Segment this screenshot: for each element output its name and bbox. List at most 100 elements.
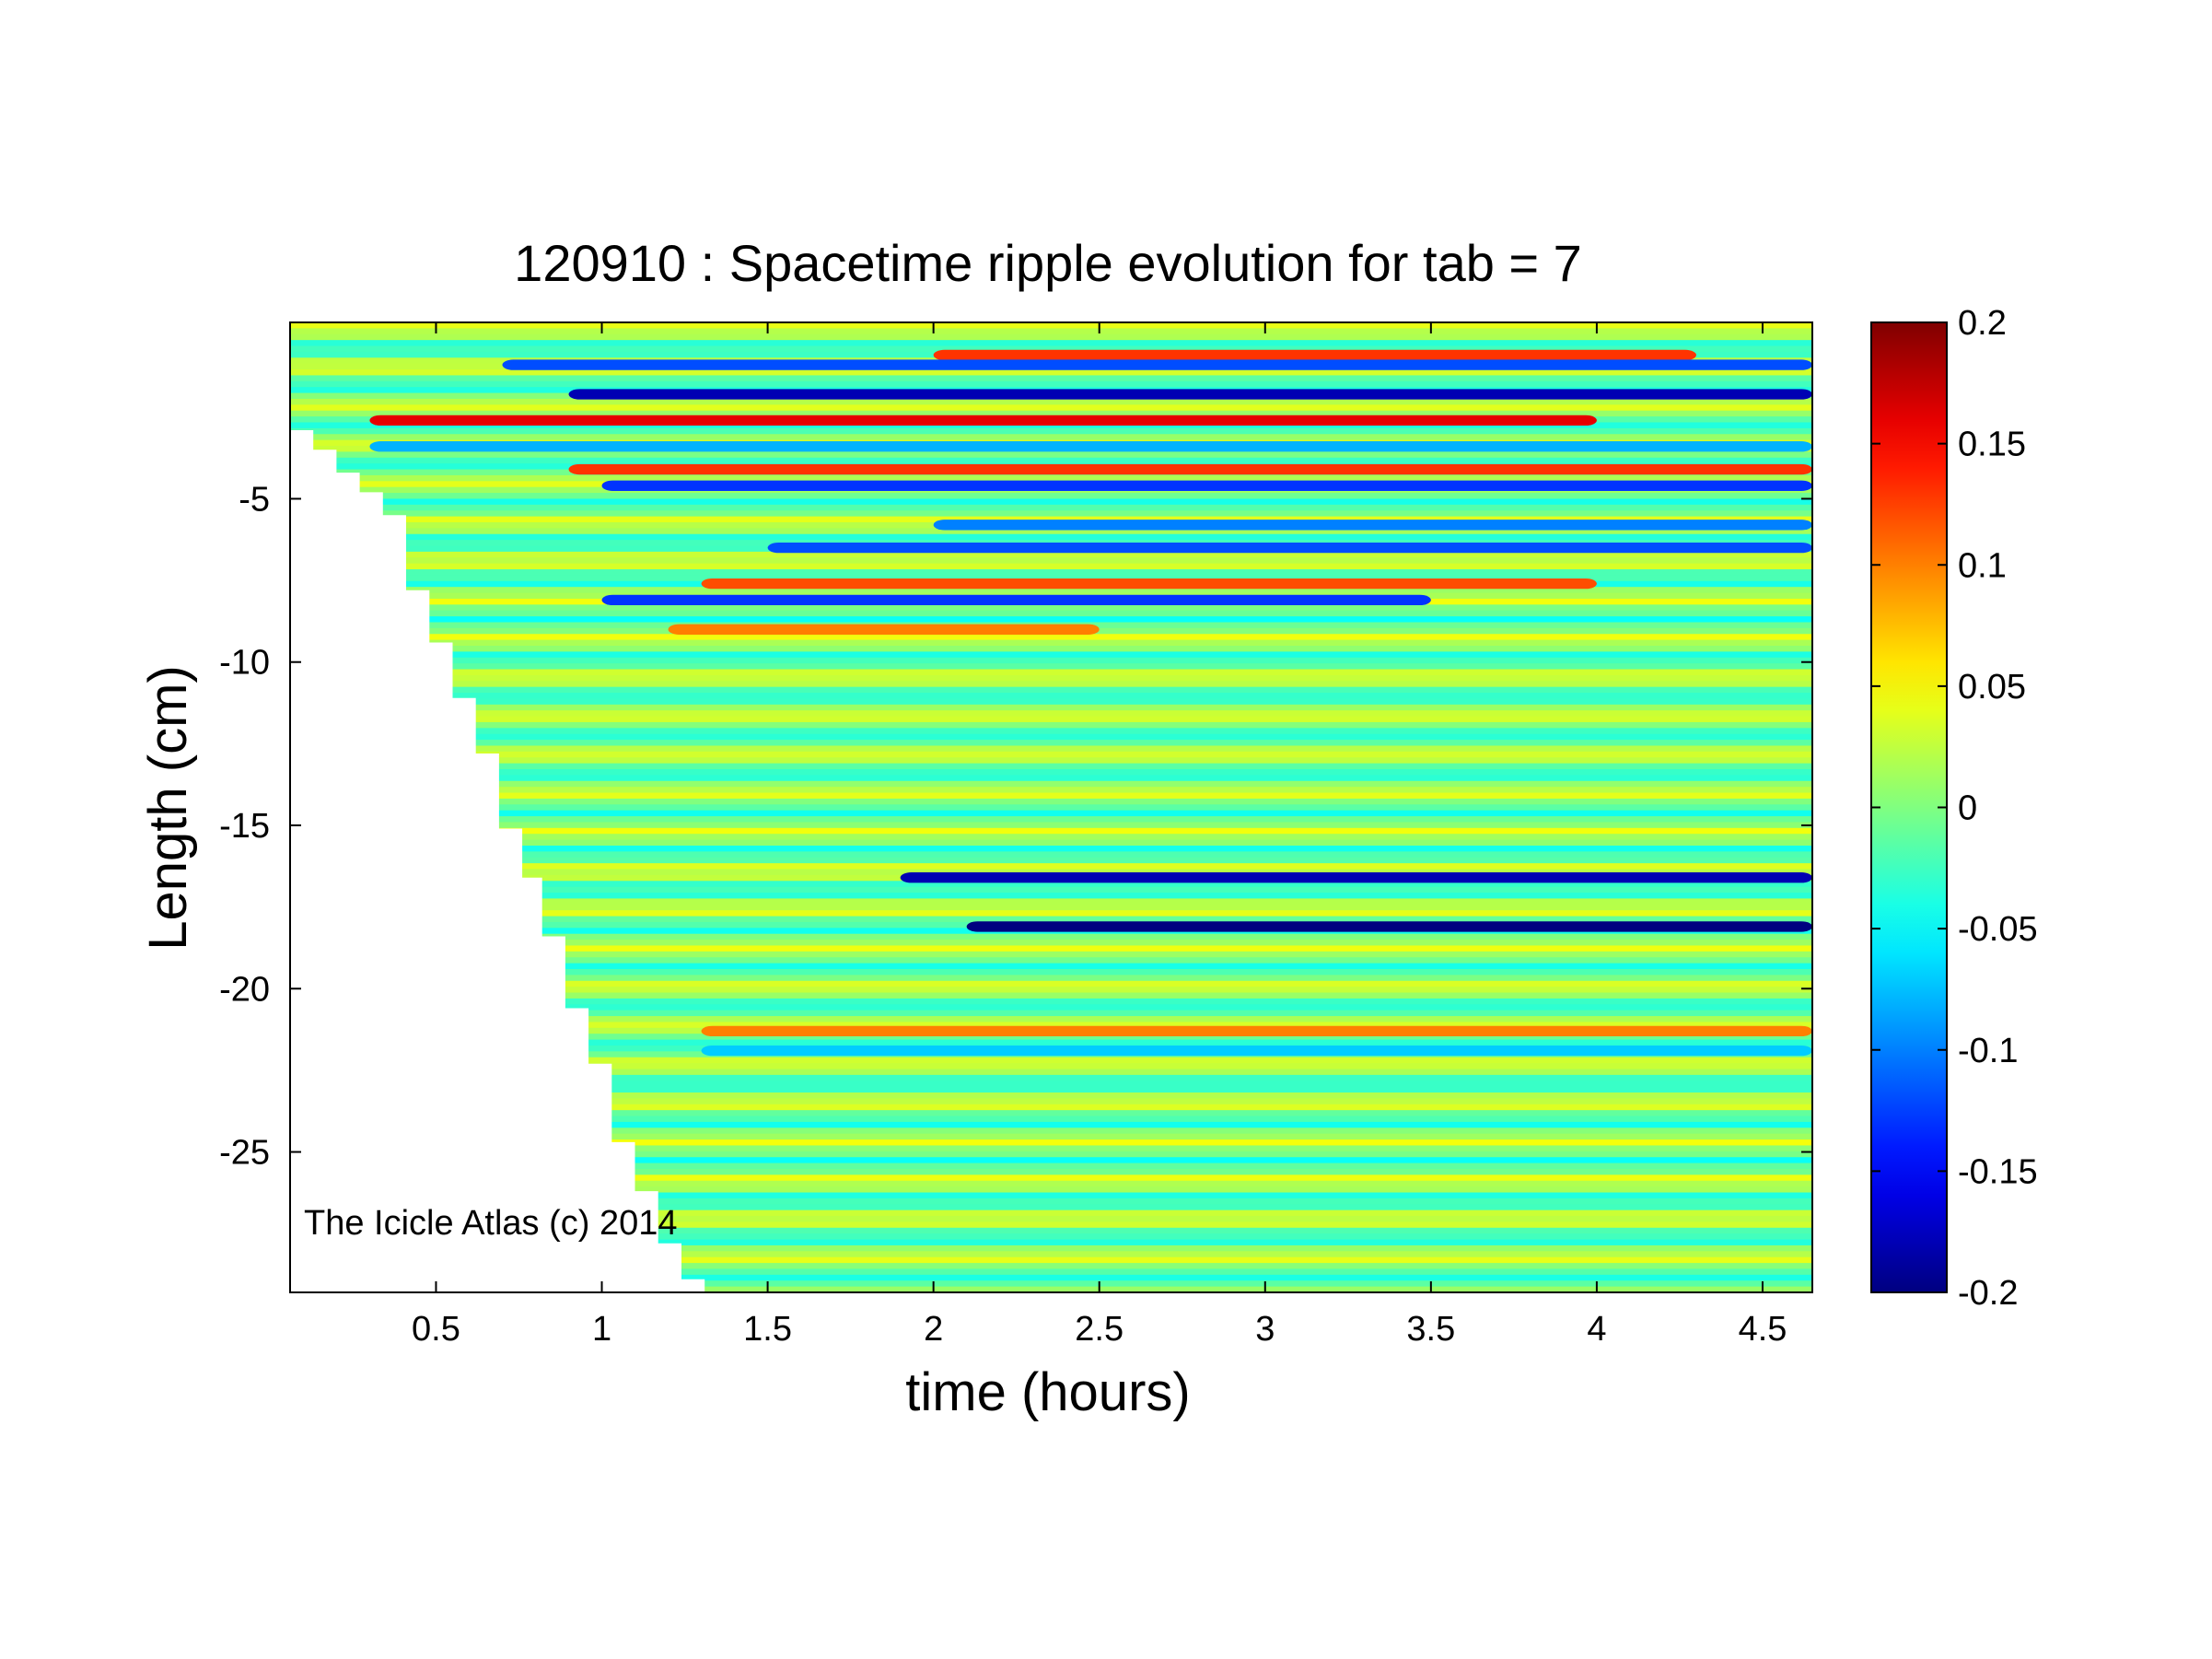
front-boundary-mask [290,387,725,1292]
heatmap-row [290,980,1812,987]
heatmap-row [290,434,1812,441]
heatmap-band [933,349,1696,361]
heatmap-row [290,792,1812,800]
watermark-label: The Icicle Atlas (c) 2014 [304,1204,678,1243]
heatmap-row [290,1034,1812,1041]
heatmap-row [290,704,1812,711]
heatmap-row [290,333,1812,341]
heatmap-band [601,594,1431,606]
heatmap-row [290,410,1812,417]
heatmap-row [290,733,1812,741]
heatmap-row [290,674,1812,682]
heatmap-row [290,969,1812,976]
heatmap-row [290,1121,1812,1128]
heatmap-row [290,1157,1812,1164]
heatmap-row [290,780,1812,788]
heatmap-band [502,359,1812,370]
heatmap-row [290,528,1812,535]
heatmap-row [290,575,1812,582]
heatmap-row [290,1192,1812,1199]
y-tick-label: -25 [219,1134,270,1173]
heatmap-band [601,480,1812,491]
heatmap-row [290,721,1812,729]
heatmap-row [290,963,1812,970]
heatmap-row [290,1139,1812,1147]
heatmap-row [290,610,1812,617]
heatmap-row [290,451,1812,459]
heatmap-row [290,1268,1812,1276]
heatmap-row [290,957,1812,964]
colorbar-tick-label: 0.1 [1958,546,2007,585]
heatmap-row [290,863,1812,870]
heatmap-row [290,1239,1812,1246]
heatmap-row [290,881,1812,888]
heatmap-row [290,893,1812,900]
heatmap-row [290,1204,1812,1211]
heatmap-row [290,651,1812,659]
heatmap-row [290,763,1812,770]
heatmap-band [568,389,1812,400]
heatmap-row [290,904,1812,911]
heatmap-row [290,940,1812,947]
colorbar-tick-label: -0.2 [1958,1274,2018,1313]
heatmap-row [290,1251,1812,1258]
heatmap-row [290,398,1812,405]
y-tick-label: -5 [239,480,270,519]
heatmap-row [290,516,1812,523]
heatmap-band [767,542,1812,554]
y-tick-label: -10 [219,644,270,683]
heatmap-row [290,663,1812,671]
heatmap-row [290,933,1812,940]
heatmap-row [290,816,1812,824]
heatmap-row [290,834,1812,841]
x-tick-label: 4 [1587,1310,1606,1349]
heatmap-row [290,604,1812,612]
colorbar-tick-label: -0.1 [1958,1032,2018,1070]
heatmap-row [290,822,1812,829]
y-tick-label: -15 [219,807,270,846]
heatmap-row [290,845,1812,852]
heatmap-row [290,681,1812,688]
heatmap-row [290,1227,1812,1234]
heatmap-row [290,810,1812,817]
heatmap-row [290,1081,1812,1088]
heatmap-row [290,998,1812,1005]
heatmap-row [290,340,1812,347]
heatmap-row [290,1069,1812,1076]
heatmap-row [290,493,1812,500]
heatmap-row [290,910,1812,917]
heatmap-row [290,1280,1812,1288]
heatmap-row [290,427,1812,435]
y-axis: -5 -10 -15 -20 -25 [219,480,1812,1173]
heatmap-row [290,474,1812,482]
heatmap-row [290,1116,1812,1123]
heatmap-band [369,415,1597,426]
heatmap-row [290,898,1812,905]
heatmap-row [290,798,1812,805]
heatmap-row [290,380,1812,388]
heatmap-row [290,951,1812,958]
colorbar-axis: 0.2 0.15 0.1 0.05 0 -0.05 -0.1 -0.15 -0.2 [1871,304,2038,1313]
heatmap-row [290,1180,1812,1187]
heatmap-row [290,1221,1812,1229]
heatmap-band [900,872,1812,883]
heatmap-row [290,1074,1812,1081]
heatmap-band [668,624,1100,635]
heatmap-row [290,987,1812,994]
heatmap-band [701,578,1597,590]
heatmap-row [290,563,1812,570]
colorbar [1870,321,1948,1293]
heatmap-row [290,1016,1812,1023]
heatmap-row [290,1186,1812,1194]
colorbar-tick-label: 0.15 [1958,426,2026,464]
heatmap-row [290,1057,1812,1064]
x-tick-label: 1.5 [743,1310,792,1349]
heatmap-row [290,510,1812,518]
heatmap-row [290,992,1812,999]
heatmap-row [290,1216,1812,1223]
heatmap-row [290,657,1812,664]
heatmap-row [290,975,1812,982]
heatmap-row [290,740,1812,747]
heatmap-row [290,569,1812,577]
